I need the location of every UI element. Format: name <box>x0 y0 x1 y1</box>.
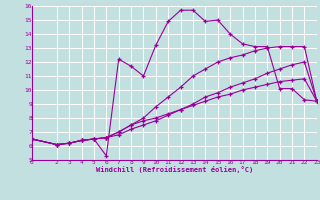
X-axis label: Windchill (Refroidissement éolien,°C): Windchill (Refroidissement éolien,°C) <box>96 166 253 173</box>
